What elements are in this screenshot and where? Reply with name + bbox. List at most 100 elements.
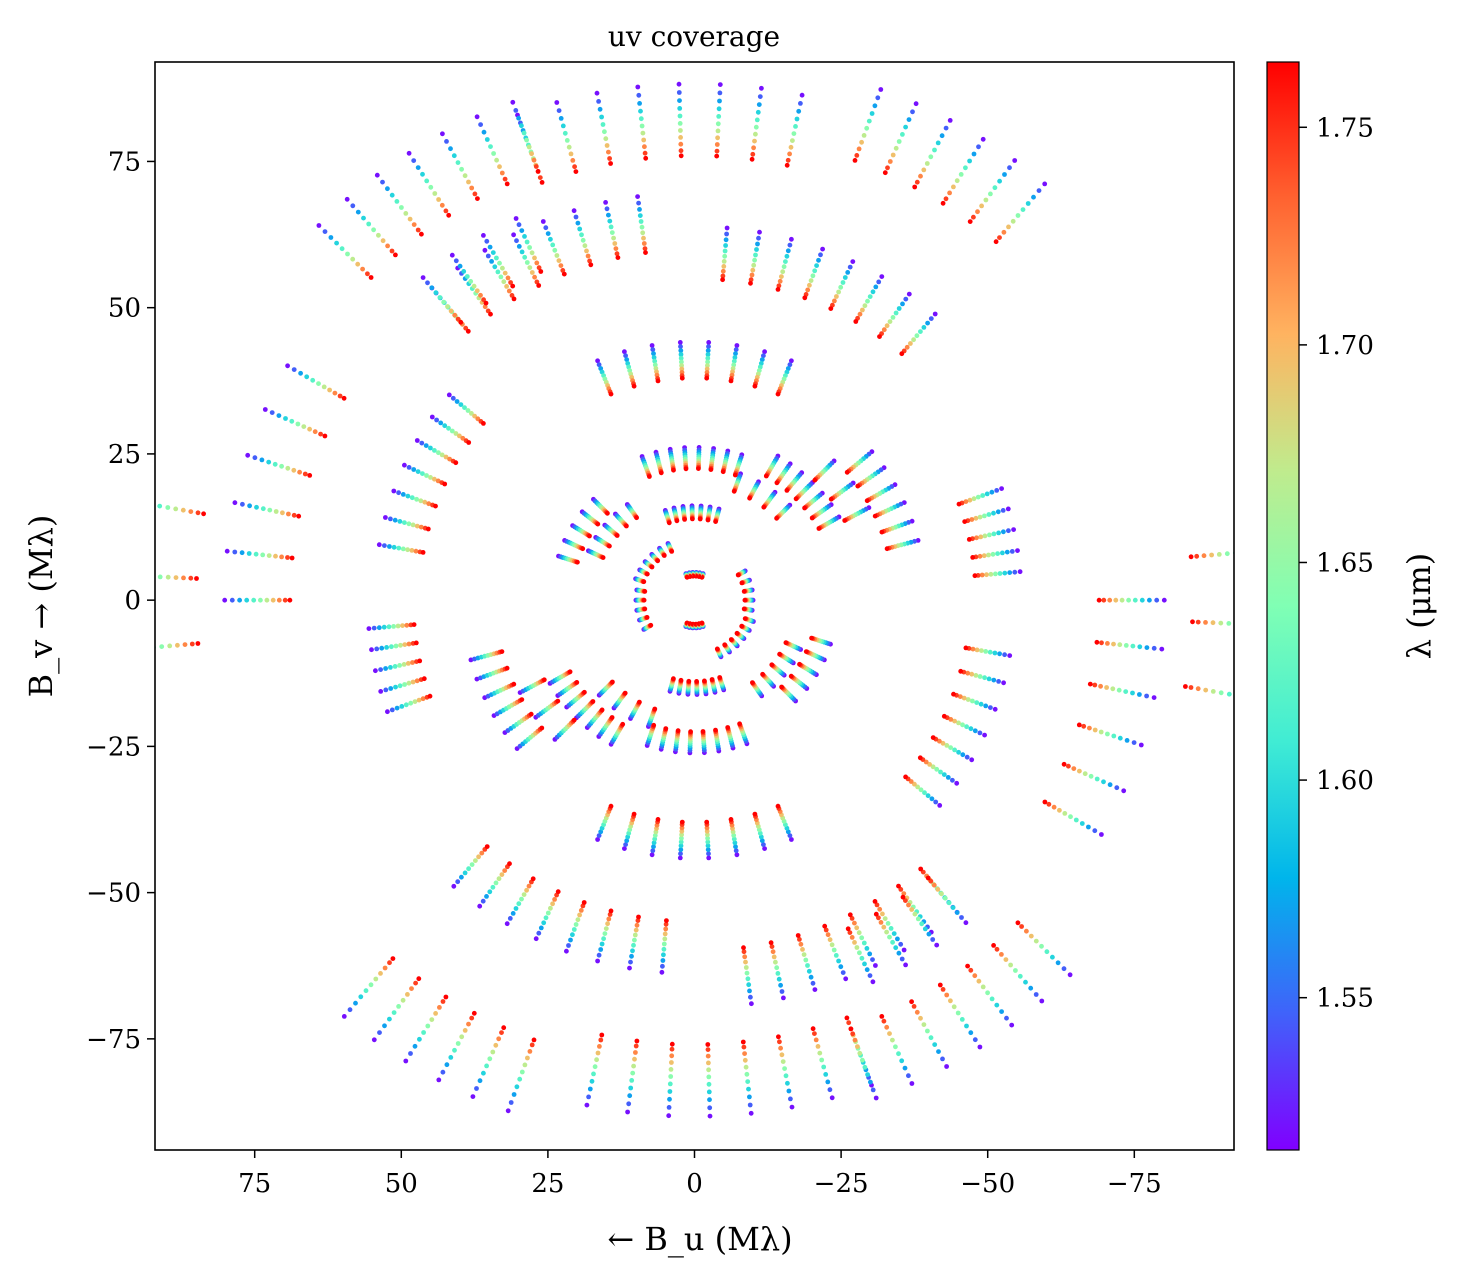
uv-point	[637, 101, 642, 106]
uv-point	[747, 1102, 753, 1108]
uv-point	[819, 1057, 825, 1063]
uv-point	[773, 959, 778, 965]
uv-point	[608, 908, 614, 914]
uv-point	[412, 699, 418, 704]
uv-point	[491, 151, 496, 156]
uv-point	[587, 258, 592, 264]
uv-point	[938, 769, 943, 775]
uv-point	[385, 186, 390, 192]
uv-point	[661, 952, 666, 958]
uv-point	[918, 173, 923, 179]
colorbar-axis: 1.551.601.651.701.75	[1299, 113, 1374, 1014]
uv-point	[641, 597, 647, 603]
uv-point	[482, 247, 488, 253]
uv-point	[552, 897, 557, 902]
uv-point	[588, 262, 594, 268]
uv-point	[706, 851, 711, 857]
uv-point	[954, 780, 960, 786]
uv-point	[426, 501, 432, 507]
uv-point	[382, 1023, 387, 1029]
uv-point	[1123, 643, 1129, 648]
uv-point	[669, 1060, 674, 1065]
uv-point	[419, 440, 425, 446]
uv-point	[289, 418, 295, 424]
uv-point	[444, 1062, 450, 1068]
uv-point	[297, 469, 302, 475]
uv-point	[1113, 597, 1119, 603]
uv-point	[1105, 731, 1110, 737]
colorbar-tick-label: 1.60	[1316, 766, 1374, 796]
uv-point	[1253, 696, 1258, 701]
uv-point	[779, 1052, 785, 1058]
x-tick-label: −25	[814, 1169, 869, 1199]
uv-point	[1190, 619, 1195, 625]
uv-point	[754, 117, 760, 123]
uv-point	[1242, 550, 1247, 555]
uv-point	[1007, 165, 1012, 171]
uv-point	[787, 362, 793, 368]
uv-point	[484, 894, 489, 899]
uv-point	[969, 671, 975, 677]
uv-point	[1042, 799, 1048, 805]
uv-point	[786, 1088, 792, 1094]
uv-point	[777, 1039, 782, 1045]
uv-point	[760, 671, 765, 677]
uv-point	[1203, 687, 1209, 693]
uv-point	[391, 624, 396, 629]
uv-point	[545, 910, 551, 916]
uv-point	[537, 175, 543, 181]
uv-point	[535, 169, 541, 174]
uv-point	[638, 219, 644, 224]
uv-point	[1092, 682, 1098, 688]
uv-point	[436, 197, 441, 202]
uv-point	[678, 153, 684, 159]
uv-point	[1028, 985, 1034, 991]
uv-point	[270, 597, 276, 603]
uv-point	[399, 704, 405, 709]
uv-point	[595, 358, 600, 364]
uv-point	[963, 499, 969, 504]
uv-point	[1099, 640, 1104, 646]
uv-point	[194, 576, 199, 581]
uv-point	[397, 663, 402, 668]
uv-point	[750, 267, 756, 273]
uv-point	[195, 510, 201, 516]
uv-point	[994, 488, 1000, 493]
uv-point	[724, 231, 729, 237]
uv-point	[785, 829, 791, 835]
uv-point	[1051, 804, 1057, 810]
uv-point	[415, 227, 421, 233]
uv-point	[667, 1081, 673, 1087]
uv-point	[850, 259, 856, 264]
uv-point	[1209, 552, 1214, 558]
uv-point	[519, 1069, 525, 1075]
uv-point	[972, 1037, 978, 1043]
uv-point	[906, 117, 912, 122]
uv-point	[507, 861, 512, 867]
uv-point	[504, 921, 510, 927]
uv-point	[829, 942, 835, 948]
uv-point	[387, 960, 392, 966]
uv-point	[812, 1031, 817, 1036]
uv-point	[847, 930, 853, 935]
uv-point	[882, 916, 888, 921]
uv-point	[392, 664, 398, 669]
uv-point	[800, 947, 805, 952]
uv-point	[497, 260, 502, 266]
uv-point	[636, 92, 642, 98]
uv-point	[602, 129, 607, 135]
uv-point	[570, 932, 575, 938]
uv-point	[741, 589, 747, 594]
uv-point	[413, 640, 419, 646]
uv-point	[464, 274, 470, 279]
uv-point	[460, 435, 466, 441]
uv-point	[776, 1034, 781, 1040]
uv-point	[706, 855, 712, 861]
uv-point	[499, 1030, 504, 1035]
uv-point	[789, 236, 794, 242]
uv-point	[506, 288, 512, 294]
uv-point	[986, 676, 992, 682]
uv-point	[295, 421, 301, 427]
uv-point	[511, 1092, 517, 1097]
uv-point	[371, 1037, 377, 1043]
